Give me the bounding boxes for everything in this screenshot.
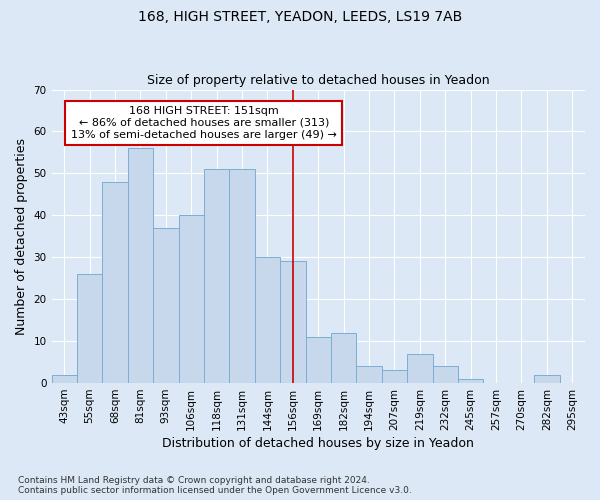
X-axis label: Distribution of detached houses by size in Yeadon: Distribution of detached houses by size … bbox=[163, 437, 474, 450]
Y-axis label: Number of detached properties: Number of detached properties bbox=[15, 138, 28, 335]
Bar bbox=[305, 337, 331, 383]
Text: 168, HIGH STREET, YEADON, LEEDS, LS19 7AB: 168, HIGH STREET, YEADON, LEEDS, LS19 7A… bbox=[138, 10, 462, 24]
Bar bbox=[407, 354, 433, 383]
Text: Contains HM Land Registry data © Crown copyright and database right 2024.
Contai: Contains HM Land Registry data © Crown c… bbox=[18, 476, 412, 495]
Text: 168 HIGH STREET: 151sqm
← 86% of detached houses are smaller (313)
13% of semi-d: 168 HIGH STREET: 151sqm ← 86% of detache… bbox=[71, 106, 337, 140]
Bar bbox=[103, 182, 128, 383]
Bar bbox=[280, 262, 305, 383]
Bar bbox=[128, 148, 153, 383]
Bar bbox=[382, 370, 407, 383]
Bar bbox=[331, 333, 356, 383]
Bar bbox=[204, 169, 229, 383]
Bar bbox=[458, 379, 484, 383]
Bar bbox=[356, 366, 382, 383]
Title: Size of property relative to detached houses in Yeadon: Size of property relative to detached ho… bbox=[147, 74, 490, 87]
Bar bbox=[229, 169, 255, 383]
Bar bbox=[153, 228, 179, 383]
Bar bbox=[255, 258, 280, 383]
Bar bbox=[534, 374, 560, 383]
Bar bbox=[77, 274, 103, 383]
Bar bbox=[433, 366, 458, 383]
Bar bbox=[179, 216, 204, 383]
Bar bbox=[52, 374, 77, 383]
